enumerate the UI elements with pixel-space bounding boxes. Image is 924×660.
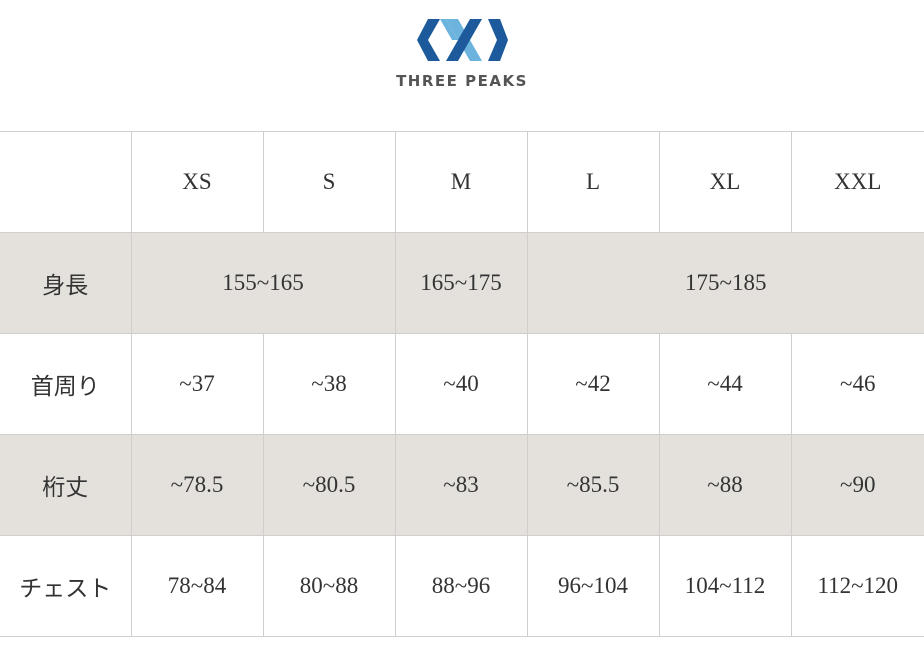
size-table: XS S M L XL XXL 身長 155~165 165~175 175~185 首周り ~37 ~… <box>0 131 924 637</box>
cell: 165~175 <box>394 232 528 334</box>
column-header: L <box>526 131 660 233</box>
cell: ~78.5 <box>130 434 264 536</box>
cell: 96~104 <box>526 535 660 637</box>
column-header: XS <box>130 131 264 233</box>
column-header: M <box>394 131 528 233</box>
row-label: 身長 <box>0 232 132 334</box>
cell: ~40 <box>394 333 528 435</box>
cell: 80~88 <box>262 535 396 637</box>
cell: ~90 <box>790 434 924 536</box>
logo-shape <box>417 19 440 61</box>
brand-name: THREE PEAKS <box>396 72 528 90</box>
table-row: 身長 155~165 165~175 175~185 <box>0 232 924 334</box>
logo-shape <box>446 19 482 61</box>
cell: ~88 <box>658 434 792 536</box>
column-header: XXL <box>790 131 924 233</box>
logo-shape <box>488 19 508 61</box>
cell: ~44 <box>658 333 792 435</box>
table-row: チェスト 78~84 80~88 88~96 96~104 104~112 112~120 <box>0 535 924 637</box>
cell: ~37 <box>130 333 264 435</box>
row-label: 桁丈 <box>0 434 132 536</box>
column-header: S <box>262 131 396 233</box>
cell: 155~165 <box>130 232 396 334</box>
row-label: チェスト <box>0 535 132 637</box>
logo <box>417 19 508 61</box>
row-label: 首周り <box>0 333 132 435</box>
header-row: XS S M L XL XXL <box>0 131 924 233</box>
corner-cell <box>0 131 132 233</box>
cell: 104~112 <box>658 535 792 637</box>
table-row: 首周り ~37 ~38 ~40 ~42 ~44 ~46 <box>0 333 924 435</box>
cell: ~85.5 <box>526 434 660 536</box>
cell: ~83 <box>394 434 528 536</box>
cell: 78~84 <box>130 535 264 637</box>
cell: 88~96 <box>394 535 528 637</box>
cell: ~38 <box>262 333 396 435</box>
cell: ~80.5 <box>262 434 396 536</box>
logo-shape <box>440 19 458 40</box>
cell: ~46 <box>790 333 924 435</box>
column-header: XL <box>658 131 792 233</box>
cell: 112~120 <box>790 535 924 637</box>
table-row: 桁丈 ~78.5 ~80.5 ~83 ~85.5 ~88 ~90 <box>0 434 924 536</box>
cell: 175~185 <box>526 232 924 334</box>
cell: ~42 <box>526 333 660 435</box>
